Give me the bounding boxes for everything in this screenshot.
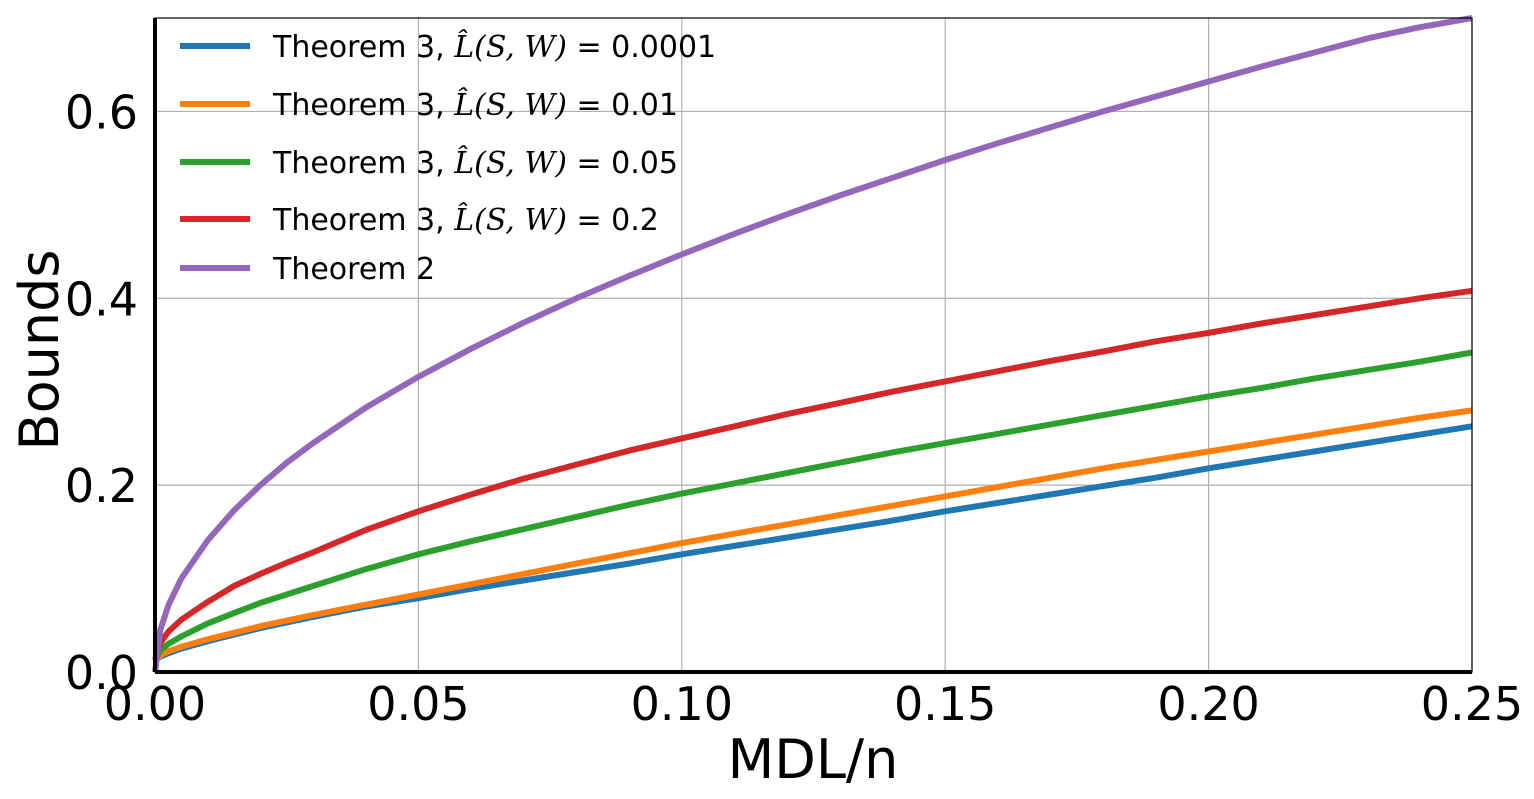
y-tick-label-0: 0.0	[65, 646, 138, 700]
y-tick-label-2: 0.4	[65, 272, 138, 326]
axes	[153, 17, 1473, 674]
x-tick-label-1: 0.05	[367, 677, 469, 731]
x-tick-label-4: 0.20	[1157, 677, 1259, 731]
legend-label-1: Theorem 3, L̂(S, W) = 0.01	[272, 88, 678, 123]
legend-label-0: Theorem 3, L̂(S, W) = 0.0001	[272, 30, 716, 65]
y-tick-label-1: 0.2	[65, 459, 138, 513]
series-line-4	[152, 15, 1473, 673]
x-tick-label-2: 0.10	[631, 677, 733, 731]
legend: Theorem 3, L̂(S, W) = 0.0001 Theorem 3, L…	[180, 30, 716, 287]
series-line-2	[152, 349, 1473, 662]
legend-label-2: Theorem 3, L̂(S, W) = 0.05	[272, 146, 678, 181]
series-line-0	[153, 423, 1473, 663]
x-tick-label-0: 0.00	[104, 677, 206, 731]
x-tick-label-3: 0.15	[894, 677, 996, 731]
y-tick-label-3: 0.6	[65, 85, 138, 139]
x-tick-label-5: 0.25	[1421, 677, 1523, 731]
series-line-1	[153, 407, 1473, 663]
legend-label-4: Theorem 2	[272, 252, 435, 287]
y-axis-label: Bounds	[8, 250, 71, 451]
legend-label-3: Theorem 3, L̂(S, W) = 0.2	[272, 203, 659, 238]
x-axis-label: MDL/n	[728, 728, 899, 791]
tick-labels: 0.00 0.05 0.10 0.15 0.20 0.25 0.0 0.2 0.4 0.6	[65, 85, 1523, 731]
series-line-3	[152, 287, 1473, 661]
series-lines	[152, 15, 1473, 673]
